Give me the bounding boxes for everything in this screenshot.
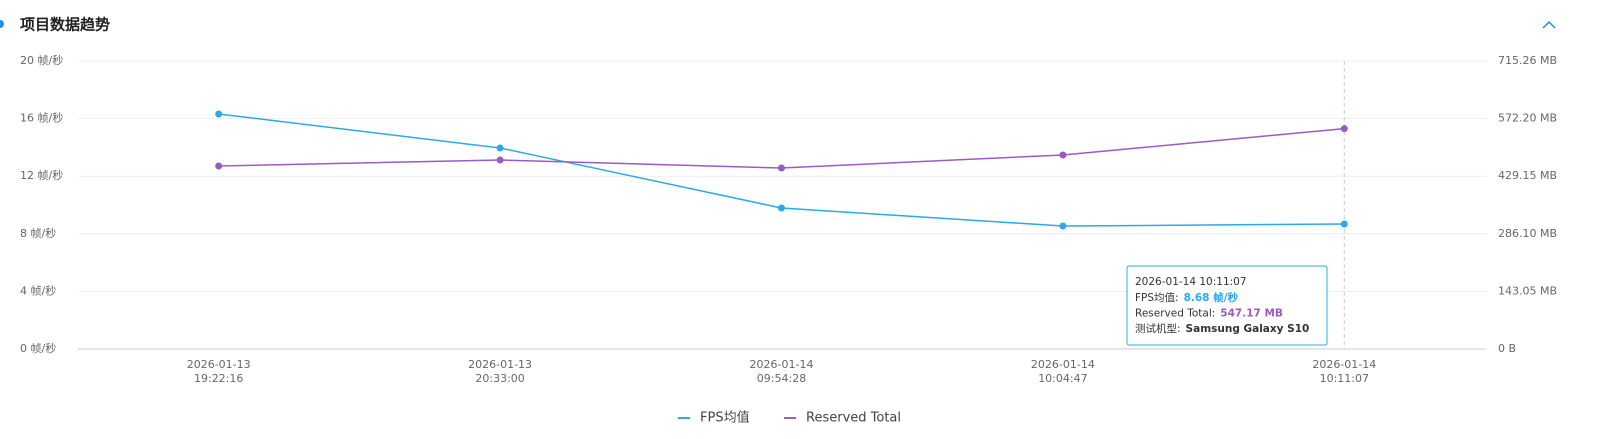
data-point	[1059, 151, 1067, 159]
tooltip-value: Samsung Galaxy S10	[1186, 323, 1310, 335]
y2-tick-label: 143.05 MB	[1498, 284, 1557, 297]
data-point	[496, 144, 504, 152]
data-point	[496, 156, 504, 164]
data-point	[1340, 220, 1348, 228]
y-tick-label: 20 帧/秒	[20, 53, 63, 67]
x-tick-time: 19:22:16	[194, 372, 243, 385]
data-point	[1059, 222, 1067, 230]
y2-tick-label: 286.10 MB	[1498, 227, 1557, 240]
data-point	[778, 204, 785, 212]
tooltip-label: FPS均值:	[1135, 291, 1179, 304]
x-tick-label: 2026-01-14 09:54:28	[750, 358, 814, 385]
x-tick-label: 2026-01-13 20:33:00	[468, 358, 532, 385]
x-tick-time: 09:54:28	[757, 372, 806, 385]
y-tick-label: 8 帧/秒	[20, 226, 56, 240]
tooltip-box	[1126, 265, 1328, 346]
data-point	[215, 110, 223, 118]
data-point	[1340, 125, 1348, 133]
tooltip-value: 8.68 帧/秒	[1184, 291, 1239, 304]
tooltip-value: 547.17 MB	[1220, 308, 1283, 320]
tooltip-row: 测试机型: Samsung Galaxy S10	[1135, 322, 1309, 335]
x-tick-label: 2026-01-14 10:11:07	[1312, 358, 1376, 385]
x-tick-date: 2026-01-14	[750, 358, 814, 371]
y-tick-label: 12 帧/秒	[20, 168, 63, 182]
y2-tick-label: 0 B	[1498, 342, 1516, 355]
x-tick-label: 2026-01-14 10:04:47	[1031, 358, 1095, 385]
x-tick-label: 2026-01-13 19:22:16	[187, 358, 251, 385]
x-tick-time: 20:33:00	[475, 372, 524, 385]
chart-title: 项目数据趋势	[20, 16, 110, 34]
data-point	[215, 162, 223, 170]
x-tick-time: 10:11:07	[1320, 372, 1369, 385]
x-tick-time: 10:04:47	[1038, 372, 1087, 385]
title-dot	[0, 20, 4, 28]
data-point	[778, 164, 785, 172]
tooltip-label: 测试机型:	[1135, 322, 1181, 335]
x-tick-date: 2026-01-13	[187, 358, 251, 371]
y-tick-label: 16 帧/秒	[20, 111, 63, 125]
x-tick-date: 2026-01-14	[1031, 358, 1095, 371]
x-tick-date: 2026-01-14	[1312, 358, 1376, 371]
y2-tick-label: 715.26 MB	[1498, 54, 1557, 67]
tooltip-label: Reserved Total:	[1135, 308, 1215, 320]
legend-label: FPS均值	[700, 410, 750, 426]
legend-label: Reserved Total	[806, 411, 901, 426]
y2-tick-label: 429.15 MB	[1498, 169, 1557, 182]
tooltip-row: FPS均值: 8.68 帧/秒	[1135, 291, 1238, 304]
tooltip-row: Reserved Total: 547.17 MB	[1135, 308, 1283, 320]
y2-tick-label: 572.20 MB	[1498, 112, 1557, 125]
y-tick-label: 0 帧/秒	[20, 341, 56, 355]
y-tick-label: 4 帧/秒	[20, 283, 56, 297]
x-tick-date: 2026-01-13	[468, 358, 532, 371]
collapse-toggle[interactable]	[1542, 20, 1556, 29]
tooltip-title: 2026-01-14 10:11:07	[1135, 276, 1247, 288]
